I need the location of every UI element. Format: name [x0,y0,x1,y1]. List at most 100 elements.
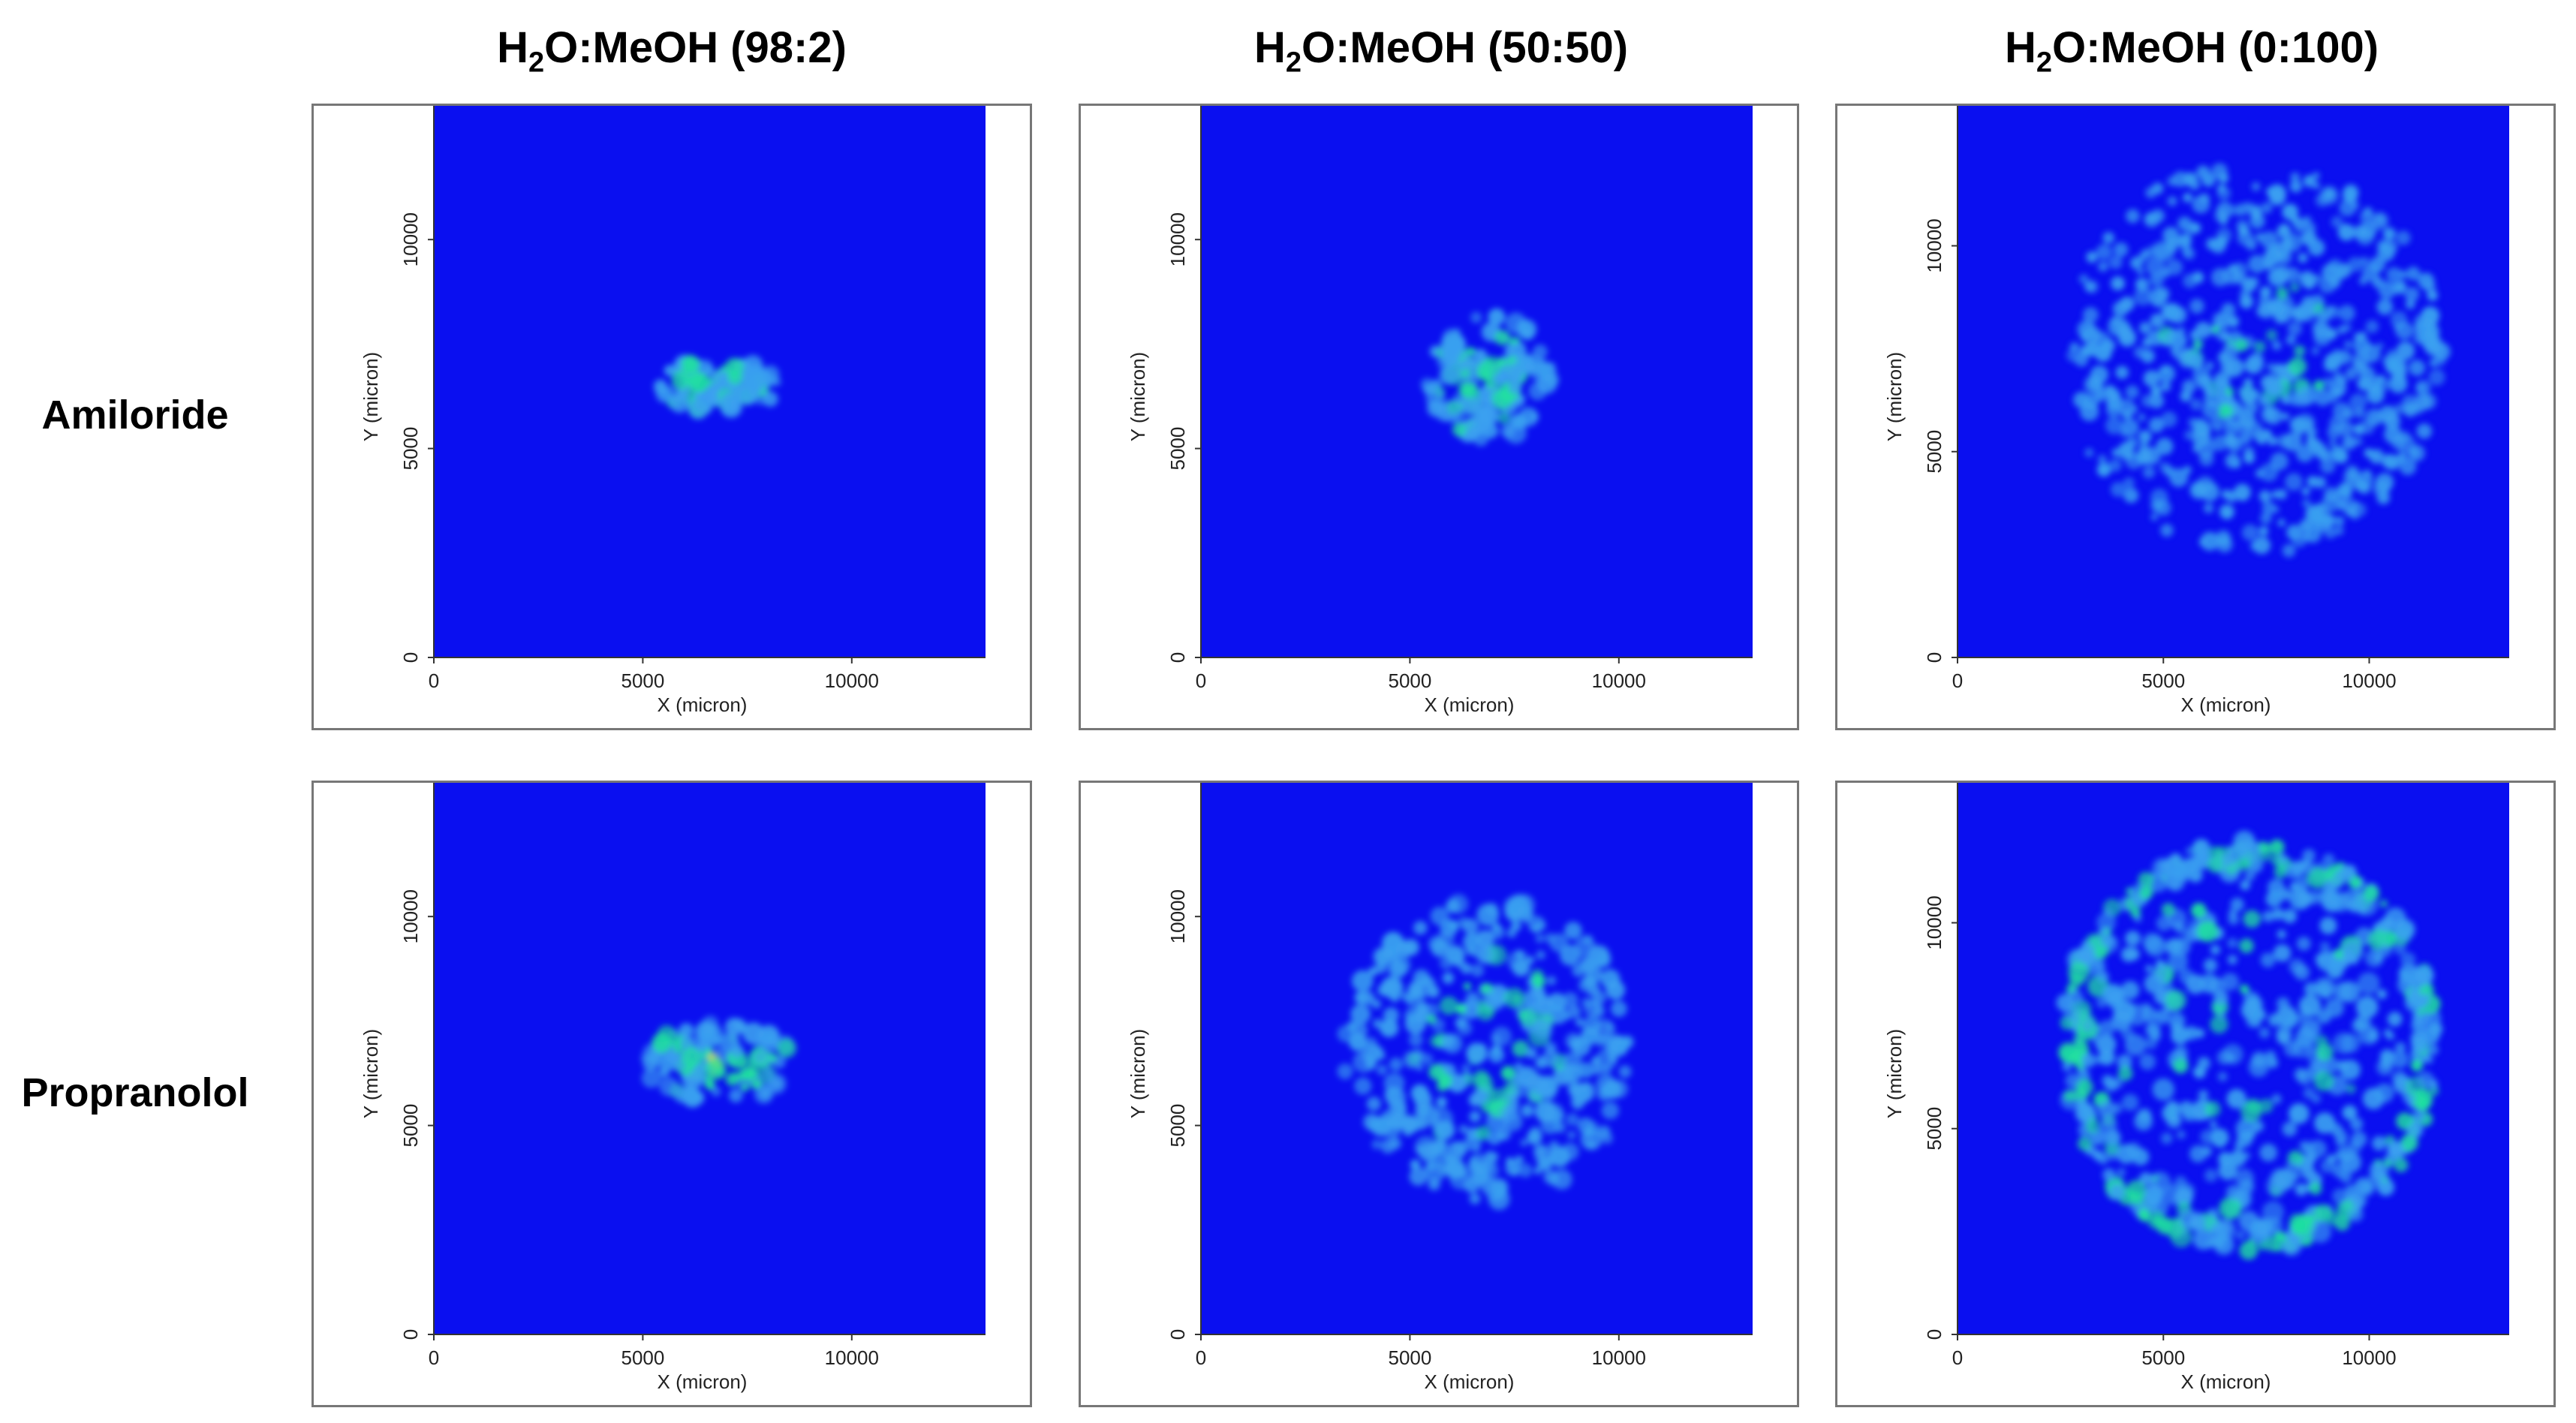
heatmap-spot [1547,1173,1560,1187]
heatmap-spot [2261,202,2273,214]
x-tick-label: 5000 [1388,669,1431,692]
x-tick-label: 10000 [2342,669,2396,692]
heatmap-spot [2291,1220,2305,1234]
heatmap-spot [2267,1057,2279,1069]
heatmap-spot [2312,442,2328,459]
heatmap-spot [2302,1145,2313,1155]
heatmap-spot [1527,1090,1539,1103]
heatmap-spot [1382,931,1404,955]
heatmap-spot [1575,1082,1596,1102]
heatmap-spot [2291,215,2301,225]
heatmap-spot [2398,270,2408,280]
heatmap-spot [2191,1215,2207,1232]
heatmap-spot [2243,1129,2255,1142]
heatmap-spot [2284,204,2296,215]
heatmap-spot [1454,957,1465,968]
heatmap-spot [2201,1145,2213,1157]
heatmap-spot [1449,1167,1472,1190]
heatmap-spot [2118,441,2135,457]
heatmap-spot [2289,281,2301,293]
heatmap-spot [2229,1150,2246,1167]
heatmap-spot [2117,1054,2132,1070]
heatmap-spot [2314,1112,2336,1134]
heatmap-spot [2138,413,2146,422]
heatmap-spot [705,1079,715,1091]
heatmap-spot [1535,1056,1548,1069]
heatmap-spots [2056,830,2443,1260]
heatmap-spot [2332,1163,2347,1178]
heatmap-spot [1463,982,1471,991]
heatmap-spot [753,1050,768,1065]
y-tick-label: 5000 [1923,1107,1946,1151]
heatmap-spot [2407,1122,2424,1139]
heatmap-spot [2239,984,2249,994]
heatmap-spot [2204,1169,2218,1183]
heatmap-spot [691,1091,705,1105]
heatmap-spot [652,1033,673,1053]
heatmap-spot [2277,519,2286,527]
heatmap-spot [704,1057,727,1081]
heatmap-spot [2324,1057,2340,1073]
heatmap-spot [1511,912,1519,920]
heatmap-spot [681,355,700,374]
heatmap-spot [2105,1130,2121,1146]
heatmap-spot [759,1086,773,1100]
heatmap-plot: 0 5000 10000 0 5000 10000 X (micron) Y (micron) [1883,783,2509,1393]
heatmap-spot [2237,405,2248,416]
y-tick-label: 10000 [1166,889,1189,943]
x-tick-label: 0 [1196,1346,1206,1369]
heatmap-spot [2232,262,2248,278]
heatmap-spot [1596,1087,1611,1101]
heatmap-spot [2337,482,2353,498]
heatmap-spot [1514,1062,1523,1071]
heatmap-spot [760,1033,779,1053]
heatmap-spot [2427,290,2439,302]
heatmap-spot [2213,990,2229,1006]
heatmap-spot [2406,266,2421,281]
column-title-1: H2O:MeOH (98:2) [296,23,1047,80]
heatmap-spot [2166,1112,2182,1129]
heatmap-spot [1610,1000,1627,1018]
heatmap-spot [1581,997,1592,1008]
heatmap-spot [2200,531,2219,551]
column-title-3-suffix: O:MeOH (0:100) [2051,23,2379,72]
heatmap-spot [728,1088,743,1103]
heatmap-spot [2177,233,2192,248]
heatmap-spot [2115,280,2124,288]
x-tick-label: 10000 [825,669,879,692]
heatmap-spot [2314,977,2335,998]
heatmap-spot [2249,352,2265,368]
heatmap-spot [2379,899,2388,908]
heatmap-spot [2097,454,2107,465]
heatmap-spot [2332,1188,2348,1204]
y-tick-label: 10000 [1923,218,1946,272]
heatmap-spot [1593,991,1607,1005]
heatmap-spot [2400,969,2409,979]
heatmap-spot [2379,405,2397,423]
heatmap-spot [2142,1007,2158,1023]
heatmap-spot [1351,970,1374,992]
heatmap-spot [2310,428,2318,436]
heatmap-spot [2414,965,2434,985]
heatmap-spot [2395,280,2407,292]
heatmap-spot [2359,221,2377,239]
heatmap-spot [2337,325,2346,335]
heatmap-spot [2379,943,2392,957]
heatmap-spot [2257,435,2267,445]
heatmap-spot [2196,920,2219,943]
heatmap-spot [2268,1013,2281,1027]
heatmap-spot [2123,477,2135,489]
heatmap-spot [1446,1141,1466,1160]
heatmap-spot [2207,1208,2219,1218]
heatmap-spot [2264,405,2275,417]
heatmap-spot [2337,224,2355,241]
heatmap-spot [740,1083,750,1092]
heatmap-spot [2264,1236,2280,1252]
heatmap-spot [2161,303,2177,319]
heatmap-spot [2183,273,2198,289]
heatmap-spot [2355,996,2379,1018]
heatmap-spot [2383,1029,2392,1037]
heatmap-spot [742,1022,765,1045]
heatmap-spot [1605,1022,1615,1032]
heatmap-spot [2149,1171,2171,1193]
